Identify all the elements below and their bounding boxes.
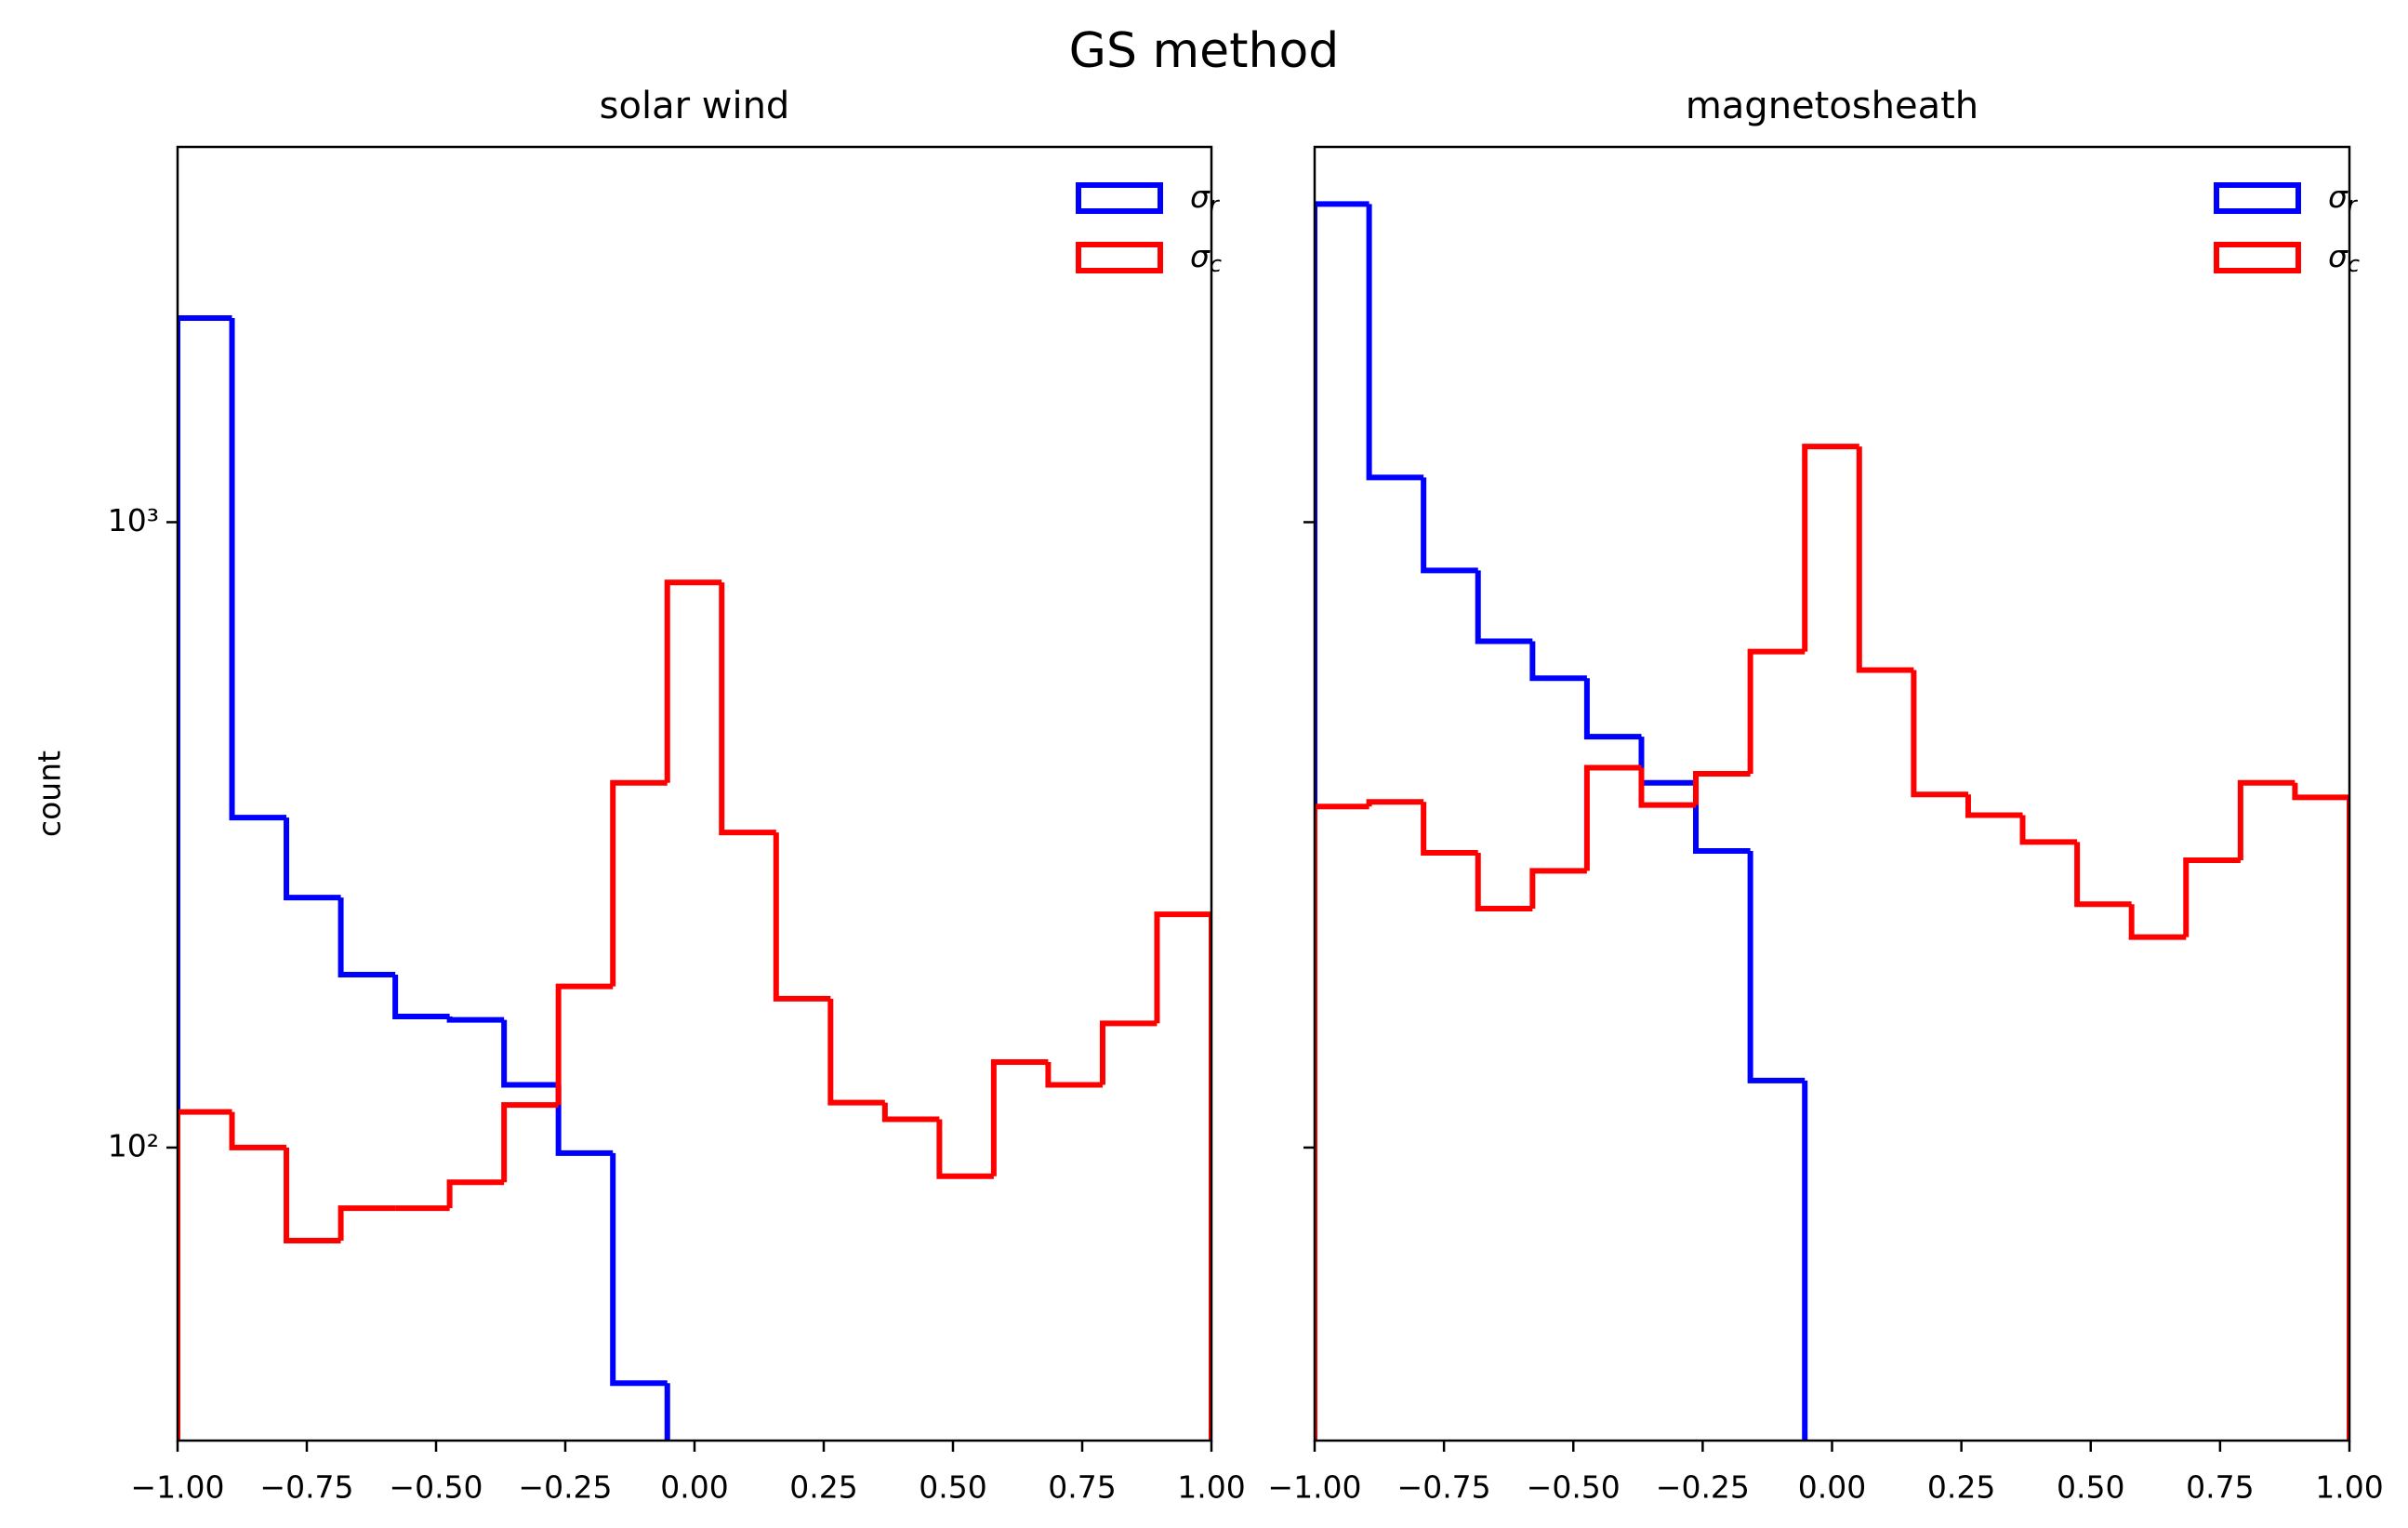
hist-step: [1693, 771, 1751, 805]
hist-step: [2019, 815, 2078, 845]
plot-area: [1315, 201, 2349, 1441]
hist-step: [1045, 1062, 1103, 1088]
y-axis-label: count: [32, 751, 68, 837]
hist-step: [664, 1383, 670, 1441]
legend-swatch: [1076, 182, 1163, 214]
hist-step: [2074, 842, 2132, 908]
hist-step: [610, 1152, 668, 1387]
hist-step: [1315, 804, 1369, 1441]
hist-step: [1911, 670, 1968, 798]
legend-swatch: [2214, 182, 2301, 214]
x-tick-label: 0.50: [919, 1469, 986, 1506]
hist-step: [1529, 868, 1587, 910]
hist-step: [1747, 648, 1806, 775]
hist-step: [1475, 570, 1533, 644]
hist-step: [1475, 853, 1533, 912]
hist-step: [1693, 782, 1751, 855]
hist-step: [664, 579, 722, 783]
hist-step: [1366, 204, 1424, 481]
plot-area: [178, 315, 1211, 1441]
legend-label: σc: [1190, 238, 1222, 278]
x-tick-label: 0.25: [789, 1469, 857, 1506]
x-tick-label: −0.25: [1656, 1469, 1750, 1506]
hist-step: [229, 318, 287, 821]
subplot-title: magnetosheath: [1686, 85, 1978, 127]
hist-step: [1315, 201, 1369, 1441]
hist-step: [1965, 794, 2023, 818]
hist-step: [827, 998, 885, 1106]
x-tick-label: −0.50: [389, 1469, 483, 1506]
x-tick-label: 1.00: [2315, 1469, 2383, 1506]
x-tick-label: 0.75: [2186, 1469, 2254, 1506]
hist-step: [1856, 446, 1914, 673]
hist-step: [178, 315, 232, 1441]
hist-step: [1638, 737, 1697, 786]
x-tick-label: 0.50: [2057, 1469, 2124, 1506]
legend-swatch: [2214, 242, 2301, 273]
hist-step: [229, 1111, 287, 1150]
hist-step: [446, 1179, 505, 1209]
subplot-title: solar wind: [600, 85, 790, 127]
legend-swatch: [1076, 242, 1163, 273]
hist-step: [284, 1147, 341, 1243]
axes-frame: [1313, 145, 2351, 1442]
x-tick-label: −0.25: [518, 1469, 612, 1506]
x-tick-label: −0.75: [259, 1469, 353, 1506]
hist-step: [1583, 764, 1642, 871]
hist-step: [1638, 767, 1697, 808]
y-tick-label: 10³: [108, 502, 159, 538]
hist-step: [392, 975, 450, 1020]
hist-step: [773, 832, 831, 1002]
hist-step: [936, 1119, 994, 1179]
hist-step: [501, 1019, 559, 1088]
x-tick-label: −0.75: [1397, 1469, 1491, 1506]
x-tick-label: 0.00: [1798, 1469, 1866, 1506]
hist-step: [990, 1059, 1049, 1176]
x-tick-label: −0.50: [1527, 1469, 1621, 1506]
figure-title: GS method: [1069, 23, 1340, 79]
hist-step: [178, 1109, 232, 1441]
hist-step: [284, 817, 341, 901]
hist-step: [337, 1205, 396, 1241]
hist-step: [2183, 857, 2241, 937]
hist-step: [1099, 1020, 1158, 1085]
hist-step: [1583, 678, 1642, 740]
hist-step: [1421, 477, 1478, 574]
legend-label: σr: [1190, 179, 1221, 219]
hist-step: [2237, 779, 2296, 861]
hist-step: [719, 582, 776, 836]
axes-frame: [176, 145, 1213, 1442]
x-tick-label: 1.00: [1177, 1469, 1245, 1506]
legend-label: σr: [2328, 179, 2359, 219]
x-tick-label: −1.00: [1267, 1469, 1361, 1506]
legend-label: σc: [2328, 238, 2360, 278]
hist-step: [1366, 799, 1424, 807]
x-tick-label: 0.00: [660, 1469, 728, 1506]
hist-step: [1421, 802, 1478, 857]
hist-step: [555, 1084, 614, 1156]
hist-step: [555, 983, 614, 1106]
y-tick-label: 10²: [108, 1127, 159, 1163]
x-tick-label: 0.25: [1927, 1469, 1995, 1506]
hist-step: [446, 1016, 505, 1023]
hist-step: [1802, 444, 1859, 652]
hist-step: [610, 779, 668, 987]
hist-step: [2292, 782, 2349, 1441]
hist-step: [1529, 641, 1587, 682]
hist-step: [2128, 904, 2187, 940]
hist-step: [501, 1102, 559, 1183]
x-tick-label: 0.75: [1048, 1469, 1116, 1506]
hist-step: [337, 897, 396, 978]
hist-step: [1747, 851, 1806, 1083]
hist-step: [1802, 1080, 1808, 1441]
hist-step: [881, 1102, 940, 1123]
x-tick-label: −1.00: [130, 1469, 224, 1506]
hist-step: [1154, 911, 1211, 1441]
